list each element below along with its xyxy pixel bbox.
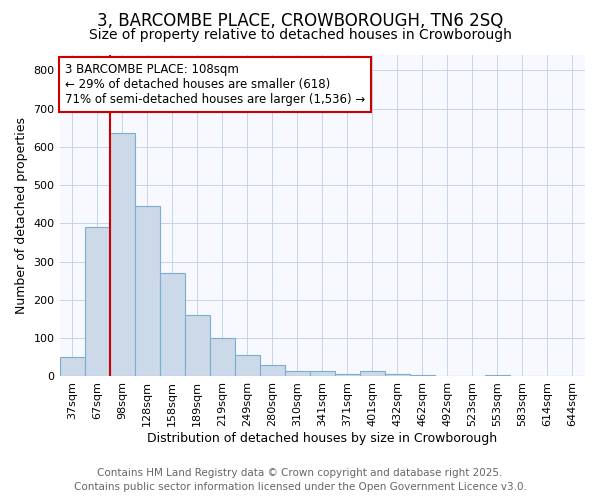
Text: Size of property relative to detached houses in Crowborough: Size of property relative to detached ho…	[89, 28, 511, 42]
Text: 3 BARCOMBE PLACE: 108sqm
← 29% of detached houses are smaller (618)
71% of semi-: 3 BARCOMBE PLACE: 108sqm ← 29% of detach…	[65, 63, 365, 106]
Bar	[285, 370, 310, 376]
Bar	[335, 374, 360, 376]
Bar	[209, 338, 235, 376]
Bar	[235, 356, 260, 376]
Bar	[85, 227, 110, 376]
Bar	[110, 134, 134, 376]
Bar	[160, 273, 185, 376]
Bar	[385, 374, 410, 376]
X-axis label: Distribution of detached houses by size in Crowborough: Distribution of detached houses by size …	[147, 432, 497, 445]
Bar	[485, 374, 510, 376]
Bar	[134, 206, 160, 376]
Bar	[360, 370, 385, 376]
Text: 3, BARCOMBE PLACE, CROWBOROUGH, TN6 2SQ: 3, BARCOMBE PLACE, CROWBOROUGH, TN6 2SQ	[97, 12, 503, 30]
Bar	[185, 315, 209, 376]
Text: Contains HM Land Registry data © Crown copyright and database right 2025.
Contai: Contains HM Land Registry data © Crown c…	[74, 468, 526, 492]
Y-axis label: Number of detached properties: Number of detached properties	[15, 117, 28, 314]
Bar	[59, 358, 85, 376]
Bar	[310, 370, 335, 376]
Bar	[260, 365, 285, 376]
Bar	[410, 374, 435, 376]
